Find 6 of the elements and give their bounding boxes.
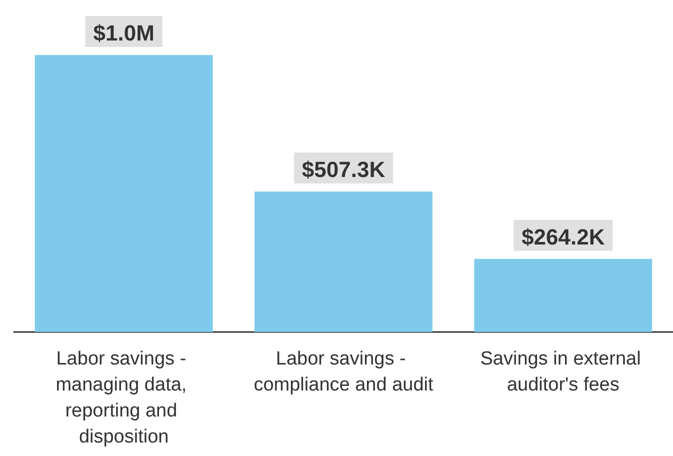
data-label: $264.2K bbox=[522, 224, 605, 250]
data-label: $507.3K bbox=[302, 156, 386, 182]
x-tick-label: Savings in external auditor's fees bbox=[480, 348, 646, 396]
data-label: $1.0M bbox=[93, 20, 154, 46]
x-tick-label: Labor savings - managing data, reporting and disposition bbox=[56, 348, 192, 448]
x-tick-label: Labor savings - compliance and audit bbox=[254, 348, 434, 396]
